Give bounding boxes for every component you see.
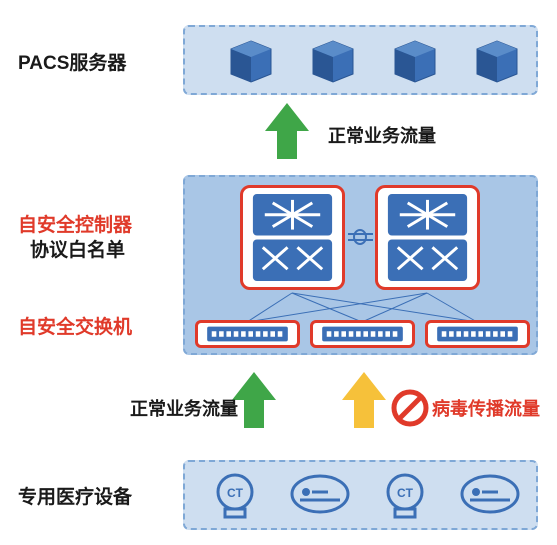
server-icon	[223, 39, 278, 84]
access-switch-icon	[310, 320, 415, 348]
normal-traffic-label-top: 正常业务流量	[328, 122, 436, 148]
server-icon	[387, 39, 442, 84]
arrow-up-blocked-icon	[342, 372, 386, 428]
svg-text:CT: CT	[227, 486, 244, 500]
patient-bed-icon	[458, 472, 523, 520]
arrow-up-icon	[265, 103, 309, 159]
pacs-server-group	[183, 25, 538, 95]
controller-label: 自安全控制器	[18, 210, 132, 237]
prohibit-icon	[390, 388, 430, 433]
core-link	[348, 229, 373, 245]
ct-scanner-icon: CT	[373, 472, 438, 520]
virus-traffic-label: 病毒传播流量	[432, 395, 540, 421]
core-switch-icon	[240, 185, 345, 290]
switch-label: 自安全交换机	[18, 312, 132, 339]
patient-bed-icon	[288, 472, 353, 520]
medical-label: 专用医疗设备	[18, 482, 132, 509]
pacs-label: PACS服务器	[18, 48, 126, 75]
core-switch-icon	[375, 185, 480, 290]
arrow-up-icon	[232, 372, 276, 428]
svg-text:CT: CT	[397, 486, 414, 500]
ct-scanner-icon: CT	[203, 472, 268, 520]
whitelist-label: 协议白名单	[30, 235, 125, 262]
security-layer-group	[183, 175, 538, 355]
server-icon	[469, 39, 524, 84]
access-switch-icon	[195, 320, 300, 348]
server-icon	[305, 39, 360, 84]
normal-traffic-label-bottom: 正常业务流量	[130, 395, 238, 421]
access-switch-icon	[425, 320, 530, 348]
medical-device-group: CT CT	[183, 460, 538, 530]
